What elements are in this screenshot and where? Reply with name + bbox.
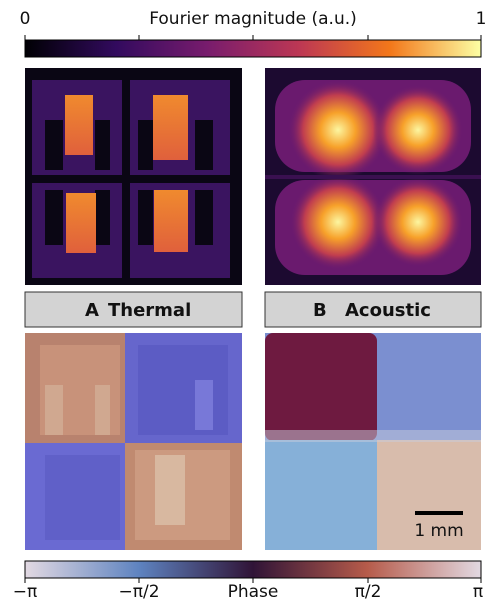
tick-label: π [473,582,483,601]
tick-label: 1 [476,9,487,29]
acoustic-magnitude [265,68,481,285]
colorbar [25,561,481,578]
panel-title: Acoustic [345,300,431,321]
colorbar [25,40,481,57]
panel-letter: A [85,300,99,321]
acoustic-phase: 1 mm [265,333,481,550]
tick-label: 0 [20,9,31,29]
tick-label: −π/2 [118,582,159,601]
thermal-phase [25,333,242,550]
ticks [25,35,481,40]
panel-title: Thermal [108,300,191,321]
figure: 0 Fourier magnitude (a.u.) 1 A Thermal B… [0,0,487,601]
scale-bar-label: 1 mm [414,521,463,541]
tick-label: π/2 [355,582,382,601]
colorbar-title: Phase [228,582,279,601]
colorbar-title: Fourier magnitude (a.u.) [149,9,357,29]
panel-letter: B [313,300,327,321]
tick-label: −π [13,582,37,601]
thermal-magnitude [25,68,242,285]
